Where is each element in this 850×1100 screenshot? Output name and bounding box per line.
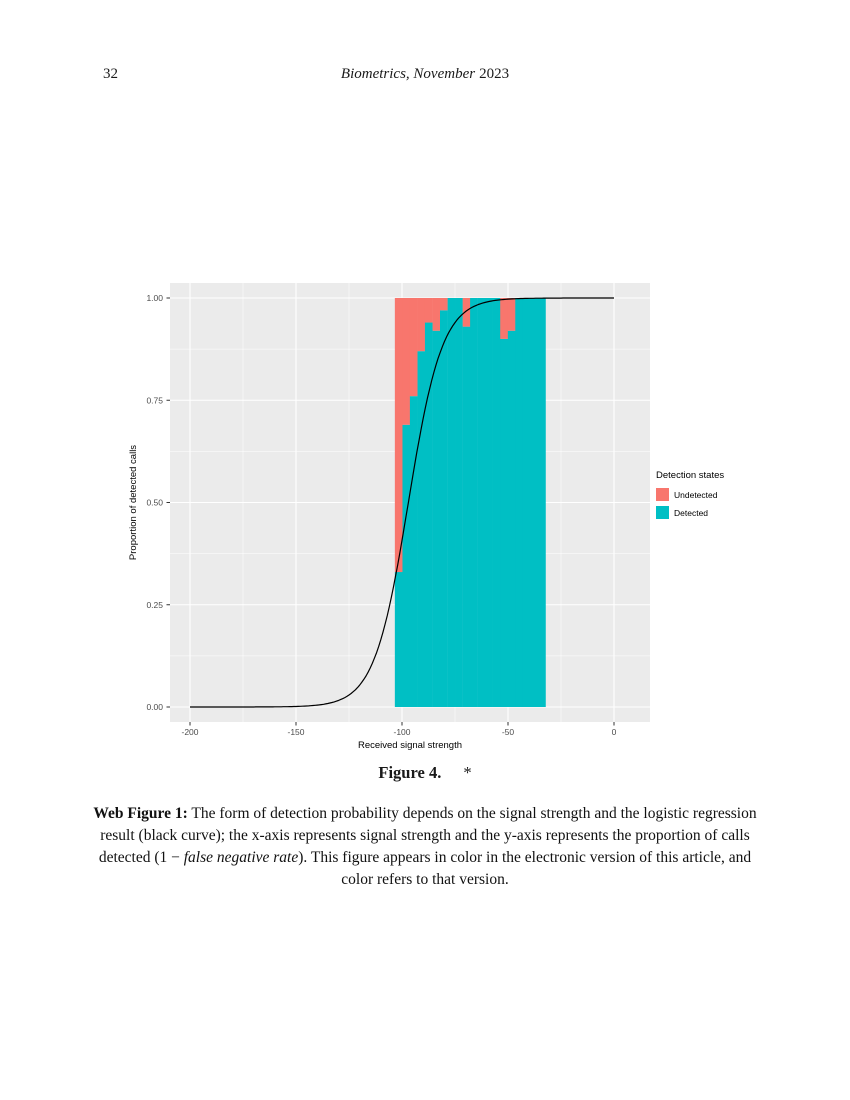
bar-undetected [394,298,403,573]
svg-text:Received signal strength: Received signal strength [358,740,462,751]
caption-text-2: ). This figure appears in color in the e… [298,848,752,888]
svg-text:-50: -50 [502,727,515,737]
caption-math: false negative rate [183,848,299,866]
svg-text:1.00: 1.00 [146,293,163,303]
y-axis: 0.00 0.25 0.50 0.75 1.00 Proportion of detect… [128,293,170,712]
bar-detected [537,298,546,707]
legend: Detection states Undetected Detected [656,470,724,519]
svg-text:-150: -150 [287,727,304,737]
legend-title: Detection states [656,470,724,481]
bar-detected [455,298,463,707]
bar-detected [409,396,418,707]
bar-detected [417,351,426,707]
journal-header: Biometrics, November 2023 [0,66,850,83]
page-number: 32 [103,66,118,82]
logistic-curve [190,297,614,708]
figure-label: Figure 4. * [0,763,850,783]
bar-undetected [440,298,448,311]
bar-detected [462,326,471,707]
bar-detected [500,338,509,707]
svg-text:0.00: 0.00 [146,702,163,712]
bar-detected [477,298,486,707]
bar-undetected [432,298,441,331]
svg-text:-100: -100 [393,727,410,737]
bar-detected [470,298,478,707]
caption-label: Web Figure 1: [93,804,188,822]
legend-label-undetected: Undetected [674,490,718,500]
bar-undetected [417,298,426,352]
figure-caption: Web Figure 1: The form of detection prob… [88,803,762,891]
bar-detected [507,330,516,707]
running-head: 32 Biometrics, November 2023 [0,66,850,88]
bar-detected [394,572,403,707]
bar-undetected [402,298,411,425]
figure-number: Figure 4. [378,763,442,782]
bar-detected [402,424,411,707]
caption-text-1: The form of detection probability depend… [98,804,757,866]
bar-detected [485,298,493,707]
svg-text:0.50: 0.50 [146,498,163,508]
svg-text:0.75: 0.75 [146,395,163,405]
detection-probability-figure: -200 -150 -100 -50 0 Received signal strength… [128,283,724,751]
bar-detected [424,322,433,707]
legend-swatch-undetected [656,488,669,501]
legend-label-detected: Detected [674,508,708,518]
legend-swatch-detected [656,506,669,519]
bar-detected [515,298,524,707]
bar-undetected [500,298,509,339]
figure-star: * [463,763,472,782]
bar-detected [492,298,501,707]
svg-text:-200: -200 [181,727,198,737]
journal-title: Biometrics, November [340,66,476,82]
bar-undetected [409,298,418,397]
bar-undetected [462,298,471,327]
bar-detected [440,310,448,707]
bar-detected [522,298,531,707]
bars-group [394,298,546,707]
y-axis-title: Proportion of detected calls [128,445,139,560]
bar-detected [530,298,539,707]
bar-detected [432,330,441,707]
x-axis: -200 -150 -100 -50 0 Received signal strength [181,722,617,751]
bar-undetected [424,298,433,323]
journal-year: 2023 [479,66,510,82]
svg-text:0: 0 [612,727,617,737]
bar-detected [447,298,456,707]
bar-undetected [507,298,516,331]
svg-text:0.25: 0.25 [146,600,163,610]
